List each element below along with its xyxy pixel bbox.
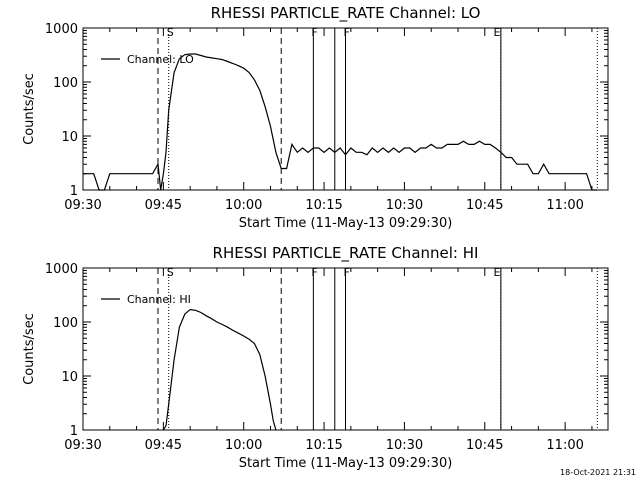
event-marker-label: F — [311, 266, 317, 279]
legend-entry: Channel: LO — [127, 53, 194, 66]
event-marker-label: S — [167, 266, 174, 279]
y-tick-label: 100 — [53, 76, 78, 91]
legend-entry: Channel: HI — [127, 293, 191, 306]
y-tick-label: 1 — [70, 424, 78, 439]
x-tick-label: 10:15 — [305, 198, 342, 213]
y-axis-label: Counts/sec — [22, 313, 37, 385]
x-tick-label: 10:45 — [466, 198, 503, 213]
x-tick-label: 10:30 — [386, 198, 423, 213]
y-tick-label: 1000 — [45, 262, 78, 277]
event-marker-label: E — [494, 266, 501, 279]
chart-title: RHESSI PARTICLE_RATE Channel: HI — [213, 244, 479, 263]
x-tick-label: 09:45 — [145, 438, 182, 453]
series-line — [162, 308, 277, 431]
event-marker-label: S — [167, 26, 174, 39]
x-tick-label: 10:00 — [225, 438, 262, 453]
series-line — [83, 53, 598, 191]
lo-channel-panel: RHESSI PARTICLE_RATE Channel: LO Counts/s… — [22, 4, 609, 231]
x-axis-label: Start Time (11-May-13 09:29:30) — [239, 216, 453, 231]
event-marker-label: F — [344, 266, 350, 279]
event-marker-label: E — [494, 26, 501, 39]
y-tick-label: 1 — [70, 184, 78, 199]
event-marker-label: F — [344, 26, 350, 39]
generation-timestamp: 18-Oct-2021 21:31 — [560, 468, 636, 477]
y-tick-label: 1000 — [45, 22, 78, 37]
event-marker-label: F — [311, 26, 317, 39]
x-tick-label: 09:30 — [64, 438, 101, 453]
y-tick-label: 100 — [53, 316, 78, 331]
y-axis-label: Counts/sec — [22, 73, 37, 145]
x-tick-label: 10:00 — [225, 198, 262, 213]
x-tick-label: 10:45 — [466, 438, 503, 453]
hi-channel-panel: RHESSI PARTICLE_RATE Channel: HI Counts/s… — [22, 244, 609, 471]
x-tick-label: 10:30 — [386, 438, 423, 453]
x-axis-label: Start Time (11-May-13 09:29:30) — [239, 456, 453, 471]
y-tick-label: 10 — [61, 370, 78, 385]
x-tick-label: 09:30 — [64, 198, 101, 213]
x-tick-label: 11:00 — [546, 198, 583, 213]
chart-title: RHESSI PARTICLE_RATE Channel: LO — [211, 4, 481, 23]
y-tick-label: 10 — [61, 130, 78, 145]
x-tick-label: 10:15 — [305, 438, 342, 453]
x-tick-label: 09:45 — [145, 198, 182, 213]
x-tick-label: 11:00 — [546, 438, 583, 453]
